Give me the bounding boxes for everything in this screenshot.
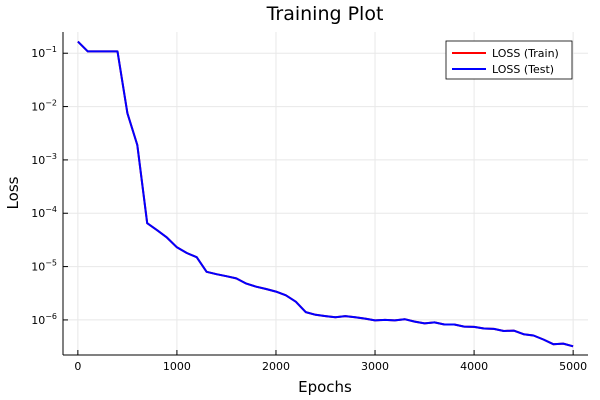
y-tick-label: 10−4 bbox=[31, 205, 57, 220]
y-tick-label: 10−1 bbox=[31, 45, 57, 60]
legend-label-train: LOSS (Train) bbox=[492, 47, 559, 60]
x-tick-label: 2000 bbox=[262, 360, 290, 373]
x-ticks: 0 1000 2000 3000 4000 5000 bbox=[74, 350, 587, 373]
legend: LOSS (Train) LOSS (Test) bbox=[445, 40, 573, 80]
y-tick-label: 10−2 bbox=[31, 99, 57, 114]
y-ticks: 10−6 10−5 10−4 10−3 10−2 10−1 bbox=[31, 45, 68, 327]
x-tick-label: 5000 bbox=[559, 360, 587, 373]
axes bbox=[62, 32, 588, 356]
chart-title: Training Plot bbox=[266, 3, 384, 25]
x-tick-label: 3000 bbox=[361, 360, 389, 373]
y-tick-label: 10−5 bbox=[31, 259, 57, 274]
y-tick-label: 10−6 bbox=[31, 312, 57, 327]
series-lines bbox=[77, 40, 574, 348]
legend-label-test: LOSS (Test) bbox=[492, 63, 554, 76]
series-line-test bbox=[77, 40, 574, 348]
grid bbox=[63, 32, 588, 355]
y-axis-title: Loss bbox=[4, 176, 22, 209]
x-axis-title: Epochs bbox=[298, 378, 352, 396]
y-tick-label: 10−3 bbox=[31, 152, 57, 167]
x-tick-label: 0 bbox=[74, 360, 81, 373]
x-tick-label: 4000 bbox=[460, 360, 488, 373]
x-tick-label: 1000 bbox=[163, 360, 191, 373]
legend-box bbox=[445, 40, 573, 80]
